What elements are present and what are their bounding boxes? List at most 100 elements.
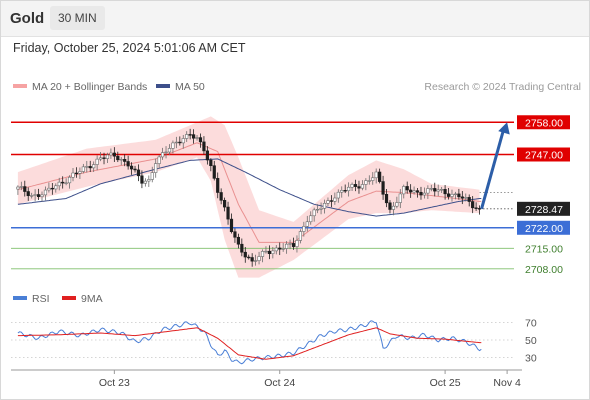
legend-swatch-0	[13, 84, 27, 88]
candle-body	[391, 205, 396, 210]
candle-body	[436, 189, 440, 192]
candle-body	[61, 181, 65, 184]
level-tag-1	[517, 147, 570, 162]
candle-body	[322, 203, 327, 209]
time-tick-label-2: Oct 25	[430, 377, 461, 389]
candle-body	[419, 191, 423, 196]
candle-body	[367, 180, 371, 182]
candle-body	[395, 202, 399, 207]
candle-body	[274, 247, 278, 252]
rsi-tick-1: 50	[525, 335, 537, 347]
forecast-arrow-shaft	[480, 130, 505, 210]
candle-body	[305, 221, 309, 227]
candle-body	[467, 197, 471, 202]
candle-body	[312, 209, 316, 217]
candle-body	[474, 207, 478, 209]
candle-body	[464, 197, 468, 199]
candle-body	[33, 194, 37, 196]
candle-body	[19, 186, 23, 188]
price-plot: 2758.00 2747.00 2722.00 2715.00 2708.00 2728.…	[11, 115, 570, 278]
candle-body	[126, 161, 130, 167]
candle-body	[26, 191, 30, 197]
rsi-legend-swatch-1	[62, 296, 76, 300]
candle-body	[343, 190, 347, 192]
candle-body	[202, 141, 206, 152]
candle-body	[185, 134, 189, 139]
candle-body	[116, 155, 120, 161]
candle-body	[477, 208, 482, 210]
candle-body	[236, 236, 240, 245]
candle-body	[129, 165, 134, 170]
price-legend: MA 20 + Bollinger Bands MA 50	[13, 81, 205, 93]
candle-body	[422, 192, 427, 196]
candle-body	[95, 158, 99, 165]
candle-body	[415, 190, 420, 193]
legend-label-0: MA 20 + Bollinger Bands	[32, 81, 147, 93]
candle-body	[205, 150, 209, 161]
candle-body	[350, 184, 354, 188]
candle-body	[250, 257, 254, 262]
candle-body	[85, 166, 89, 168]
candle-body	[388, 202, 392, 210]
candle-body	[247, 256, 251, 259]
candle-body	[412, 190, 416, 193]
candle-body	[405, 186, 409, 191]
candle-body	[446, 193, 451, 197]
candle-body	[178, 141, 182, 144]
candle-body	[54, 185, 58, 190]
candle-body	[171, 142, 175, 149]
candle-body	[36, 194, 41, 197]
candle-body	[384, 193, 389, 204]
candle-body	[164, 151, 168, 154]
candle-body	[433, 188, 437, 192]
candle-body	[443, 189, 447, 195]
candle-body	[302, 226, 306, 232]
candle-body	[453, 193, 458, 196]
candle-body	[40, 194, 44, 197]
candle-body	[267, 250, 271, 254]
candle-body	[233, 231, 237, 238]
candle-body	[123, 159, 127, 162]
rsi-tick-2: 30	[525, 353, 537, 365]
candle-body	[257, 256, 261, 261]
candle-body	[450, 193, 454, 197]
candle-body	[216, 178, 220, 193]
candle-body	[319, 207, 323, 210]
candle-body	[191, 134, 196, 139]
timeframe-badge[interactable]: 30 MIN	[50, 6, 105, 30]
candle-body	[133, 168, 137, 171]
candle-body	[243, 251, 247, 258]
candle-body	[471, 201, 475, 209]
candle-body	[398, 193, 402, 203]
candle-body	[226, 206, 230, 220]
candle-body	[460, 196, 464, 199]
rsi-plot: 70 50 30	[11, 318, 537, 365]
time-axis: Oct 23 Oct 24 Oct 25 Nov 4	[11, 369, 522, 389]
candle-body	[150, 172, 154, 180]
candle-body	[43, 189, 48, 196]
candle-body	[360, 184, 365, 189]
candle-body	[105, 154, 110, 159]
candle-body	[426, 188, 430, 194]
candle-body	[336, 191, 340, 199]
candle-body	[316, 209, 320, 211]
candle-body	[240, 243, 244, 253]
candle-body	[212, 165, 216, 179]
time-tick-label-1: Oct 24	[264, 377, 295, 389]
candle-body	[181, 138, 185, 144]
level-label-0: 2758.00	[525, 117, 563, 129]
time-tick-label-3: Nov 4	[493, 377, 521, 389]
candle-body	[271, 250, 275, 254]
candle-body	[381, 181, 385, 195]
candle-body	[378, 171, 382, 182]
level-tag-2	[517, 220, 570, 235]
candle-body	[209, 159, 213, 167]
candle-body	[136, 169, 141, 177]
candle-body	[353, 184, 358, 187]
candle-body	[47, 187, 51, 191]
candle-body	[409, 189, 413, 193]
legend-label-1: MA 50	[175, 81, 205, 93]
candle-body	[357, 186, 361, 189]
candle-body	[154, 163, 158, 173]
